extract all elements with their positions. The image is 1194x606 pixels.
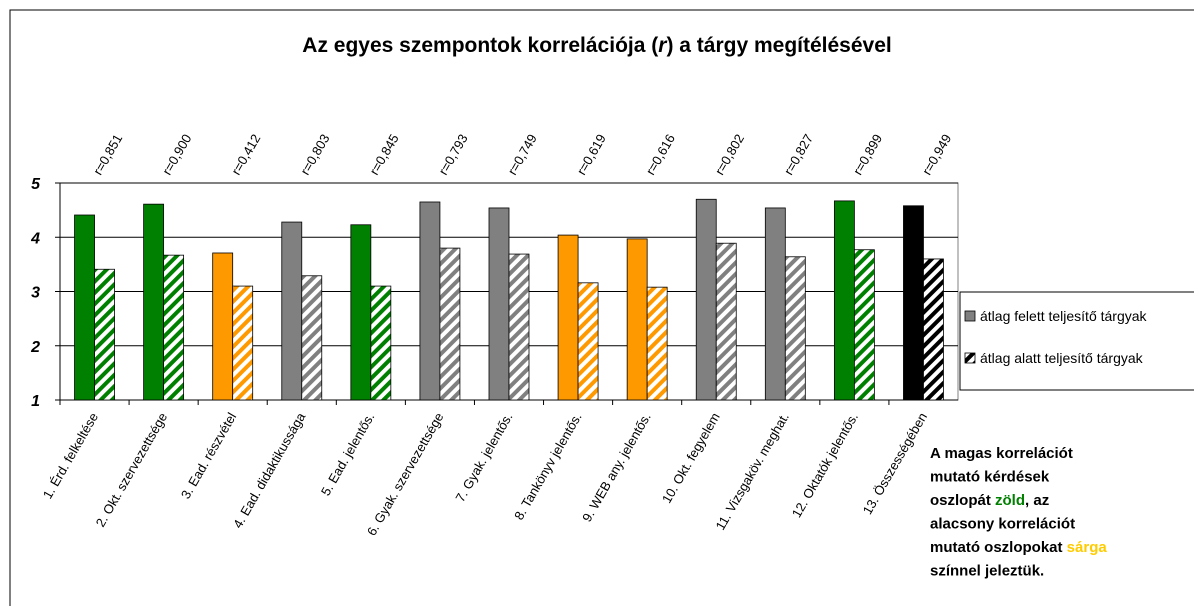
bar [163,254,185,401]
note-segment: színnel jeleztük. [930,563,1044,580]
chart-title: Az egyes szempontok korrelációja (r) a t… [302,34,891,57]
title-part: ) a tárgy megítélésével [666,34,891,57]
title-part: Az egyes szempontok korrelációja ( [302,34,658,57]
bar [488,207,510,401]
legend-swatch [964,310,976,322]
bar [439,247,461,401]
bar [784,256,806,401]
bar [301,275,323,401]
note-line: A magas korrelációt [930,445,1073,462]
note-line: színnel jeleztük. [930,563,1044,580]
note-segment: zöld [995,492,1025,509]
note-segment: mutató oszlopokat [930,539,1067,556]
bar [557,234,579,401]
note-line: mutató kérdések [930,469,1050,486]
bar [923,258,944,401]
y-tick-label: 3 [31,285,40,302]
bar [232,285,254,401]
note-segment: A magas korrelációt [930,445,1073,462]
title-part: r [658,34,668,57]
bar [350,224,372,401]
note-line: oszlopát zöld, az [930,492,1049,509]
bar [281,221,303,401]
legend-label: átlag felett teljesítő tárgyak [980,308,1148,324]
bar [695,198,717,401]
bar [626,238,648,401]
legend-swatch [964,352,976,364]
y-tick-label: 2 [30,339,40,356]
bar [370,285,392,401]
note-segment: alacsony korrelációt [930,516,1075,533]
note-line: mutató oszlopokat sárga [930,539,1107,556]
y-tick-label: 1 [31,393,40,410]
note-segment: sárga [1067,539,1108,556]
y-tick-label: 5 [31,176,41,193]
bar [833,200,855,401]
bar [143,203,165,401]
bar [764,207,786,401]
legend-label: átlag alatt teljesítő tárgyak [980,350,1144,366]
bar [508,253,530,401]
bar [74,214,95,401]
bar [715,242,737,401]
note-segment: , az [1025,492,1049,509]
note-segment: mutató kérdések [930,469,1050,486]
bar [646,286,668,401]
y-tick-label: 4 [30,230,40,247]
note-line: alacsony korrelációt [930,516,1075,533]
note-segment: oszlopát [930,492,995,509]
bar [94,268,115,401]
bar [577,282,599,401]
bar [903,205,924,401]
bar [212,252,234,401]
bar [419,201,441,401]
legend-box [959,291,1194,391]
bar [853,249,875,401]
